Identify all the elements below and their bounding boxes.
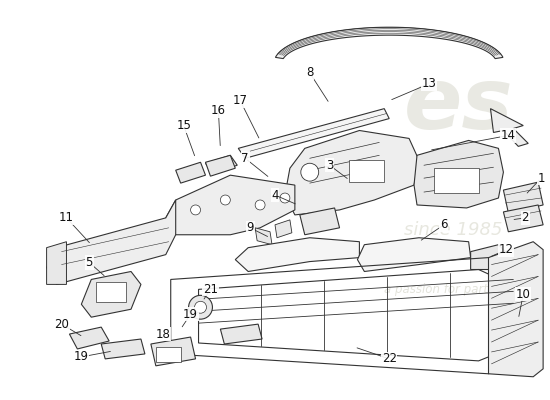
Text: 6: 6	[440, 218, 448, 231]
Text: 19: 19	[74, 350, 89, 364]
Polygon shape	[255, 228, 272, 245]
Polygon shape	[238, 109, 389, 158]
Circle shape	[189, 295, 212, 319]
Polygon shape	[235, 238, 359, 272]
Polygon shape	[206, 155, 237, 173]
Bar	[349, 160, 384, 182]
Text: 21: 21	[203, 283, 218, 296]
Text: since 1985: since 1985	[404, 221, 503, 239]
Polygon shape	[151, 337, 196, 366]
Text: 9: 9	[246, 221, 254, 234]
Polygon shape	[285, 130, 419, 215]
Polygon shape	[358, 238, 471, 272]
Text: 4: 4	[271, 188, 279, 202]
Bar	[434, 168, 478, 193]
Polygon shape	[47, 242, 67, 284]
Polygon shape	[206, 155, 235, 176]
Text: 14: 14	[501, 129, 516, 142]
Polygon shape	[101, 339, 145, 359]
Text: 7: 7	[241, 152, 249, 165]
Text: 10: 10	[516, 288, 531, 301]
Polygon shape	[221, 324, 262, 344]
Text: 1: 1	[537, 172, 545, 185]
Text: 20: 20	[54, 318, 69, 331]
Bar	[156, 347, 180, 362]
Polygon shape	[276, 27, 503, 59]
Polygon shape	[300, 208, 339, 235]
Text: 12: 12	[499, 243, 514, 256]
Circle shape	[301, 163, 318, 181]
Text: a passion for parts: a passion for parts	[384, 283, 494, 296]
Polygon shape	[69, 327, 109, 349]
Polygon shape	[275, 220, 292, 238]
Polygon shape	[471, 245, 508, 270]
Polygon shape	[503, 205, 543, 232]
Polygon shape	[503, 182, 543, 213]
Text: 18: 18	[155, 328, 170, 340]
Polygon shape	[488, 242, 543, 377]
Text: 11: 11	[59, 211, 74, 224]
Circle shape	[191, 205, 201, 215]
Polygon shape	[166, 175, 295, 235]
Circle shape	[280, 193, 290, 203]
Text: es: es	[404, 64, 514, 147]
Text: 22: 22	[382, 352, 397, 365]
Circle shape	[221, 195, 230, 205]
Polygon shape	[491, 109, 528, 146]
Polygon shape	[175, 162, 206, 183]
Circle shape	[255, 200, 265, 210]
Polygon shape	[414, 140, 503, 208]
Text: 16: 16	[211, 104, 226, 117]
Text: 3: 3	[326, 159, 333, 172]
Text: 8: 8	[306, 66, 313, 79]
Polygon shape	[47, 200, 175, 284]
Text: 13: 13	[421, 77, 436, 90]
Text: 15: 15	[176, 119, 191, 132]
Text: 5: 5	[86, 256, 93, 269]
Text: 19: 19	[183, 308, 198, 321]
Text: 17: 17	[233, 94, 248, 107]
Bar	[96, 282, 126, 302]
Circle shape	[195, 301, 206, 313]
Polygon shape	[81, 272, 141, 317]
Text: 2: 2	[521, 211, 529, 224]
